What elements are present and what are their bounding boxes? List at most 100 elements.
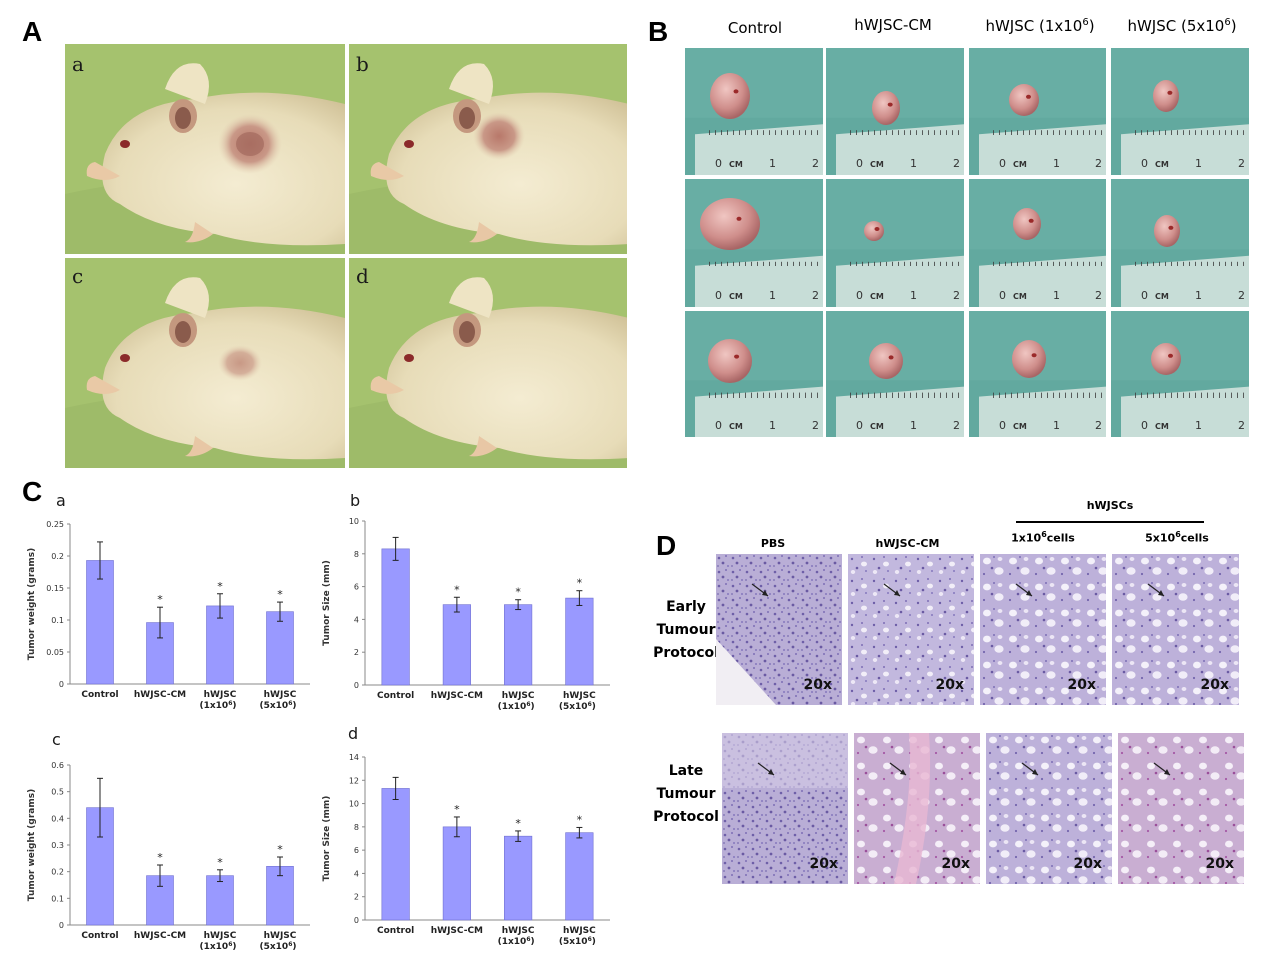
y-tick-label: 0.4 <box>51 814 64 823</box>
svg-text:0: 0 <box>1141 419 1148 432</box>
category-label: Control <box>377 926 414 936</box>
svg-text:2: 2 <box>1238 419 1245 432</box>
svg-text:2: 2 <box>1095 289 1102 302</box>
magnification-label: 20x <box>809 856 838 872</box>
column-header-pbs: PBS <box>760 537 786 550</box>
tumor-photo-r2-c4: 0 CM 1 2 <box>1111 179 1249 307</box>
bar <box>504 835 533 921</box>
tumor <box>700 198 760 250</box>
significance-marker: * <box>157 851 163 864</box>
svg-text:1: 1 <box>1053 289 1060 302</box>
svg-text:CM: CM <box>1155 160 1169 169</box>
histology-image-2: 20x <box>848 554 974 705</box>
significance-marker: * <box>277 843 283 856</box>
category-label: hWJSC (5x106) <box>559 691 596 712</box>
svg-text:1: 1 <box>1195 289 1202 302</box>
svg-text:CM: CM <box>870 292 884 301</box>
y-axis-label: Tumor Size (mm) <box>322 560 332 646</box>
tumor-photo-r2-c3: 0 CM 1 2 <box>969 179 1106 307</box>
tumor-photo-r2-c2: 0 CM 1 2 <box>826 179 964 307</box>
svg-text:0: 0 <box>715 289 722 302</box>
tumor-photo-r3-c2: 0 CM 1 2 <box>826 311 964 437</box>
tumor-photo-r1-c3: 0 CM 1 2 <box>969 48 1106 175</box>
svg-text:CM: CM <box>1013 160 1027 169</box>
group-header-rule <box>1016 521 1204 523</box>
svg-text:1: 1 <box>1195 419 1202 432</box>
svg-text:0: 0 <box>715 157 722 170</box>
tumor <box>872 91 900 125</box>
column-header-1x10-6-cells: 1x106cells <box>1011 530 1075 545</box>
category-label: hWJSC (1x106) <box>498 926 535 947</box>
y-tick-label: 0.3 <box>51 841 64 850</box>
svg-text:CM: CM <box>729 160 743 169</box>
tumor-photo-r1-c1: 0 CM 1 2 <box>685 48 823 175</box>
bar <box>504 604 533 686</box>
y-tick-label: 8 <box>354 550 359 559</box>
svg-text:1: 1 <box>769 289 776 302</box>
tumor <box>1151 343 1181 375</box>
category-label: hWJSC-CM <box>134 690 186 700</box>
row-label-late-tumour-protocol: Late Tumour Protocol <box>653 763 719 825</box>
svg-text:CM: CM <box>729 292 743 301</box>
histology-image-6: 20x <box>854 733 980 884</box>
magnification-label: 20x <box>1200 677 1229 693</box>
sub-label-a-c: c <box>72 264 84 288</box>
svg-text:2: 2 <box>1095 419 1102 432</box>
tumor-photo-r3-c3: 0 CM 1 2 <box>969 311 1106 437</box>
tumor <box>864 221 884 241</box>
svg-text:2: 2 <box>1238 157 1245 170</box>
tumor <box>1154 215 1180 247</box>
y-axis-label: Tumor Size (mm) <box>322 796 332 882</box>
sub-label-c-b: b <box>350 491 361 510</box>
sub-label-a-a: a <box>72 52 84 76</box>
svg-text:2: 2 <box>812 157 819 170</box>
histology-image-7: 20x <box>986 733 1112 884</box>
category-label: hWJSC (5x106) <box>259 690 296 711</box>
sub-label-c-d: d <box>348 724 359 743</box>
y-tick-label: 0.2 <box>51 552 64 561</box>
histology-image-1: 20x <box>716 554 842 705</box>
bar <box>381 788 410 921</box>
svg-text:1: 1 <box>910 419 917 432</box>
svg-text:1: 1 <box>1053 157 1060 170</box>
tumor-photo-r3-c1: 0 CM 1 2 <box>685 311 823 437</box>
svg-text:2: 2 <box>1095 157 1102 170</box>
tumor-photo-r2-c1: 0 CM 1 2 <box>685 179 823 307</box>
row-label-early-tumour-protocol: Early Tumour Protocol <box>653 599 719 661</box>
svg-text:2: 2 <box>812 419 819 432</box>
significance-marker: * <box>515 817 521 830</box>
y-tick-label: 10 <box>349 517 359 526</box>
svg-text:1: 1 <box>769 419 776 432</box>
y-tick-label: 0.1 <box>51 616 64 625</box>
y-tick-label: 0.5 <box>51 788 64 797</box>
svg-text:0: 0 <box>999 419 1006 432</box>
tumor <box>1012 340 1046 378</box>
tumor <box>1013 208 1041 240</box>
y-tick-label: 2 <box>354 893 359 902</box>
y-tick-label: 0 <box>354 681 359 690</box>
category-label: Control <box>81 690 118 700</box>
y-tick-label: 6 <box>354 846 359 855</box>
column-header-hwjsc-1x10-6: hWJSC (1x106) <box>985 17 1095 35</box>
bar <box>206 605 234 685</box>
y-tick-label: 4 <box>354 869 359 878</box>
category-label: hWJSC-CM <box>431 926 483 936</box>
tumor-photo-r1-c4: 0 CM 1 2 <box>1111 48 1249 175</box>
panel-label-d: D <box>656 530 677 561</box>
magnification-label: 20x <box>803 677 832 693</box>
column-header-hwjsc-cm: hWJSC-CM <box>854 16 932 34</box>
sub-label-c-a: a <box>56 491 66 510</box>
mouse-photo-c <box>65 258 345 468</box>
category-label: Control <box>377 691 414 701</box>
svg-text:0: 0 <box>715 419 722 432</box>
svg-text:CM: CM <box>1013 292 1027 301</box>
y-tick-label: 6 <box>354 583 359 592</box>
group-header-hwjscs: hWJSCs <box>1086 499 1134 512</box>
bar <box>266 611 294 685</box>
significance-marker: * <box>277 588 283 601</box>
tumor <box>710 73 750 119</box>
svg-text:2: 2 <box>812 289 819 302</box>
svg-text:1: 1 <box>769 157 776 170</box>
significance-marker: * <box>157 593 163 606</box>
chart-tumor-size-early: 0 2 4 6 8 10 Tumor Size (mm) Control * hWJSC-CM * h… <box>322 515 625 720</box>
